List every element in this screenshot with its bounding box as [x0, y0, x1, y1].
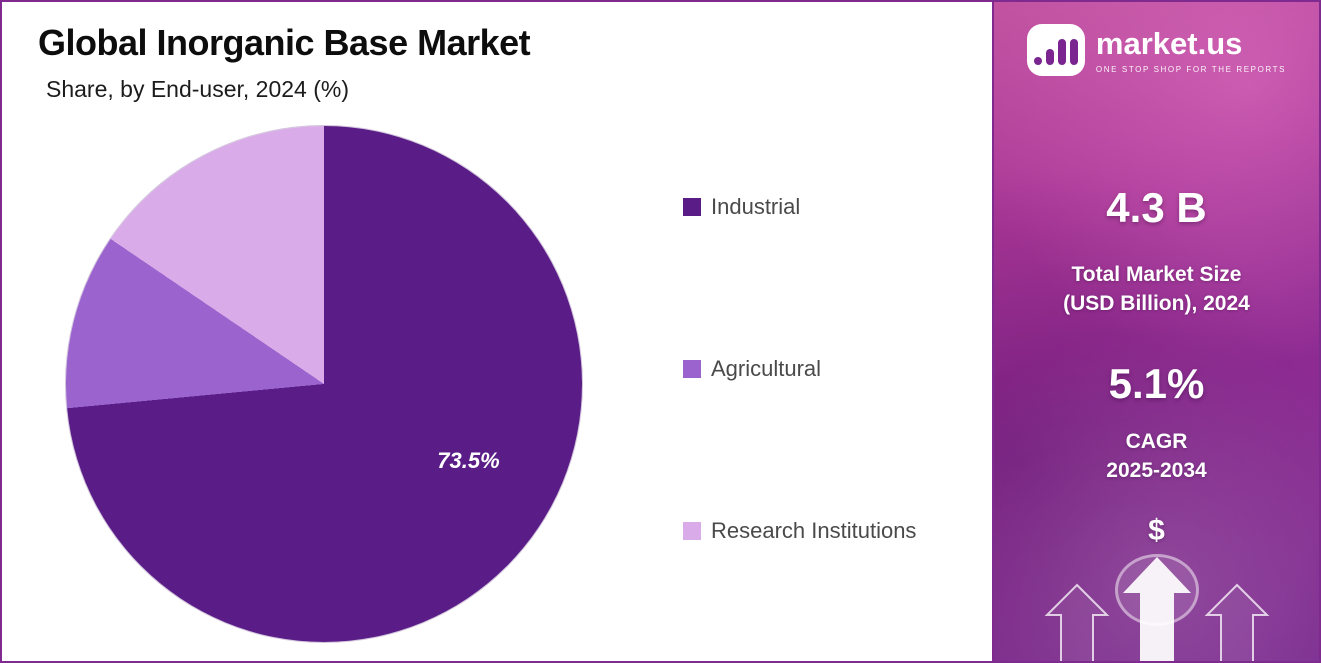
legend-item-research-institutions: Research Institutions: [683, 518, 916, 544]
legend-label: Industrial: [711, 194, 801, 219]
brand: market.us ONE STOP SHOP FOR THE REPORTS: [994, 24, 1319, 76]
legend-item-industrial: Industrial: [683, 194, 916, 220]
marketus-logo-icon: [1026, 24, 1085, 76]
brand-name: market.us: [1095, 26, 1243, 61]
market-size-label-line2: (USD Billion), 2024: [1063, 292, 1250, 316]
brand-text: market.us ONE STOP SHOP FOR THE REPORTS: [1096, 24, 1286, 74]
arrow-up-icon: [1122, 557, 1191, 661]
chart-subtitle: Share, by End-user, 2024 (%): [46, 76, 349, 102]
promo-panel: market.us ONE STOP SHOP FOR THE REPORTS …: [992, 2, 1319, 661]
legend-label: Agricultural: [711, 356, 822, 381]
page-title: Global Inorganic Base Market: [38, 22, 531, 63]
pie-data-label: 73.5%: [437, 448, 500, 474]
logo-bar: [1057, 39, 1066, 65]
market-size-label-line1: Total Market Size: [1071, 263, 1242, 286]
cagr-label-line1: CAGR: [1125, 430, 1188, 453]
growth-arrows-icon: [1044, 557, 1269, 661]
market-size-value: 4.3 B: [1106, 184, 1207, 231]
dollar-icon: $: [1148, 514, 1165, 547]
logo-dot: [1033, 57, 1042, 65]
legend-swatch: [683, 198, 701, 216]
legend-item-agricultural: Agricultural: [683, 356, 916, 382]
market-size-label: Total Market Size (USD Billion), 2024: [994, 260, 1319, 319]
logo-bar: [1069, 39, 1078, 65]
cagr-label: CAGR 2025-2034: [994, 427, 1319, 486]
arrow-up-icon: [1044, 583, 1109, 661]
legend: Industrial Agricultural Research Institu…: [683, 194, 916, 544]
pie-chart: [66, 126, 582, 642]
pie-chart-wrap: 73.5%: [66, 126, 582, 642]
cagr-label-line2: 2025-2034: [1106, 459, 1207, 483]
arrow-up-icon: [1204, 583, 1269, 661]
legend-swatch: [683, 360, 701, 378]
cagr-value: 5.1%: [1108, 360, 1205, 407]
logo-bar: [1045, 49, 1054, 65]
chart-panel: Global Inorganic Base Market Share, by E…: [2, 2, 992, 661]
legend-swatch: [683, 522, 701, 540]
brand-tagline: ONE STOP SHOP FOR THE REPORTS: [1095, 65, 1287, 74]
legend-label: Research Institutions: [711, 518, 917, 543]
